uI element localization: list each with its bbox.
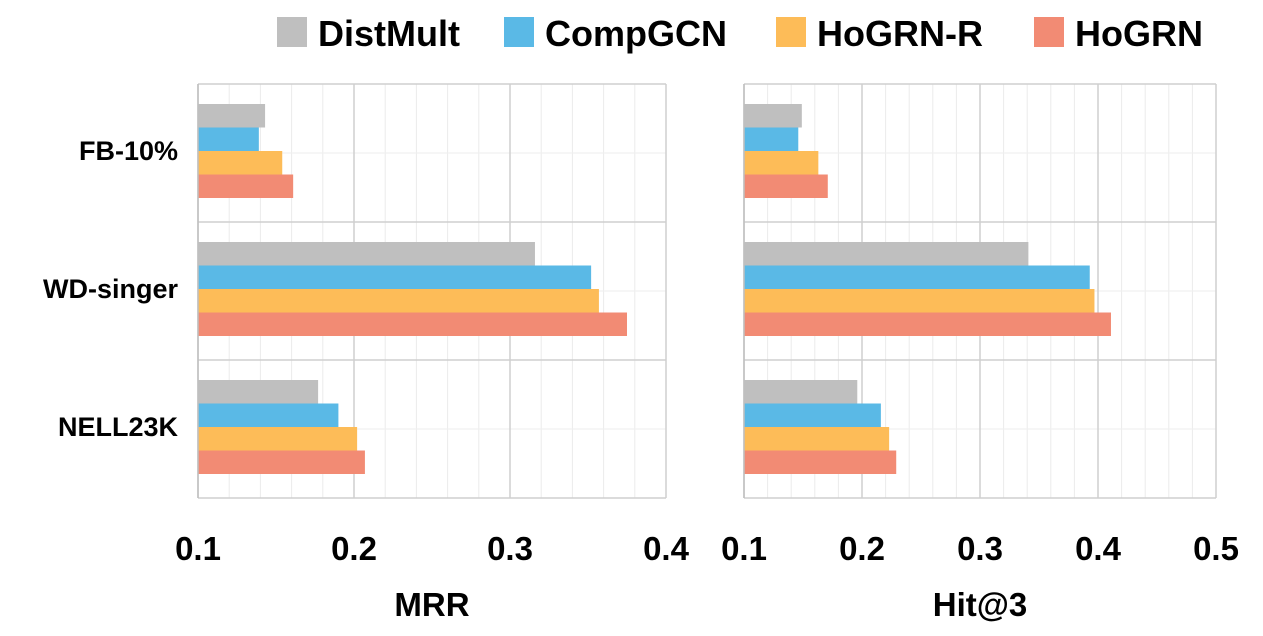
legend-label-hogrn: HoGRN — [1075, 13, 1203, 54]
bar-hit-3-wd-singer-hogrn — [744, 312, 1111, 336]
bar-hit-3-nell23k-distmult — [744, 380, 858, 404]
category-labels: FB-10% WD-singer NELL23K — [43, 136, 178, 442]
bar-hit-3-fb-10-hogrn-r — [744, 151, 819, 175]
mrr-panel: 0.1 0.2 0.3 0.4 MRR — [175, 83, 690, 623]
x-tick-label: 0.2 — [331, 530, 377, 567]
legend-swatch-hogrn — [1034, 17, 1064, 47]
x-tick-label: 0.3 — [957, 530, 1003, 567]
bar-mrr-wd-singer-hogrn-r — [198, 289, 599, 313]
bar-mrr-fb-10-hogrn-r — [198, 151, 283, 175]
x-tick-label: 0.2 — [839, 530, 885, 567]
bar-mrr-fb-10-distmult — [198, 104, 266, 128]
x-tick-label: 0.4 — [643, 530, 690, 567]
bar-mrr-nell23k-distmult — [198, 380, 319, 404]
bar-mrr-nell23k-hogrn-r — [198, 427, 358, 451]
bar-hit-3-wd-singer-hogrn-r — [744, 289, 1095, 313]
bar-hit-3-fb-10-distmult — [744, 104, 802, 128]
bar-hit-3-nell23k-hogrn — [744, 450, 897, 474]
bar-hit-3-fb-10-hogrn — [744, 174, 828, 198]
legend-swatch-compgcn — [504, 17, 534, 47]
bar-mrr-fb-10-compgcn — [198, 127, 259, 151]
legend-label-hogrn-r: HoGRN-R — [817, 13, 983, 54]
hit3-panel: 0.1 0.2 0.3 0.4 0.5 Hit@3 — [721, 83, 1239, 623]
x-tick-label: 0.1 — [721, 530, 767, 567]
bar-hit-3-nell23k-compgcn — [744, 403, 881, 427]
category-label-wd-singer: WD-singer — [43, 274, 178, 304]
category-label-fb-10: FB-10% — [79, 136, 178, 166]
bar-mrr-wd-singer-distmult — [198, 242, 535, 266]
x-tick-label: 0.4 — [1075, 530, 1122, 567]
bar-mrr-nell23k-hogrn — [198, 450, 365, 474]
x-tick-label: 0.3 — [487, 530, 533, 567]
legend-label-compgcn: CompGCN — [545, 13, 727, 54]
bar-hit-3-wd-singer-distmult — [744, 242, 1029, 266]
bar-hit-3-nell23k-hogrn-r — [744, 427, 890, 451]
x-tick-label: 0.1 — [175, 530, 221, 567]
x-axis-title: Hit@3 — [933, 586, 1028, 623]
bar-hit-3-fb-10-compgcn — [744, 127, 799, 151]
category-label-nell23k: NELL23K — [58, 412, 179, 442]
bar-mrr-fb-10-hogrn — [198, 174, 294, 198]
bar-mrr-wd-singer-compgcn — [198, 265, 592, 289]
legend: DistMult CompGCN HoGRN-R HoGRN — [277, 13, 1203, 54]
legend-swatch-distmult — [277, 17, 307, 47]
legend-swatch-hogrn-r — [776, 17, 806, 47]
x-tick-label: 0.5 — [1193, 530, 1239, 567]
bar-hit-3-wd-singer-compgcn — [744, 265, 1090, 289]
bar-mrr-nell23k-compgcn — [198, 403, 339, 427]
x-axis-title: MRR — [394, 586, 469, 623]
legend-label-distmult: DistMult — [318, 13, 460, 54]
bar-mrr-wd-singer-hogrn — [198, 312, 627, 336]
